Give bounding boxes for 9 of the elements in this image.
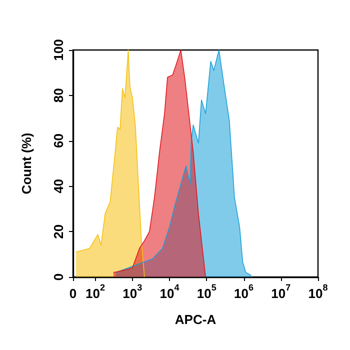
x-axis-title: APC-A <box>174 312 217 327</box>
x-tick-label: 0 <box>69 286 77 301</box>
y-tick-label: 80 <box>51 88 66 103</box>
y-tick-label: 40 <box>51 178 66 194</box>
y-axis-title: Count (%) <box>19 132 34 194</box>
y-tick-label: 20 <box>51 224 66 239</box>
y-tick-label: 60 <box>51 134 66 148</box>
y-tick-label: 0 <box>51 273 66 281</box>
y-tick-label: 100 <box>51 39 66 61</box>
